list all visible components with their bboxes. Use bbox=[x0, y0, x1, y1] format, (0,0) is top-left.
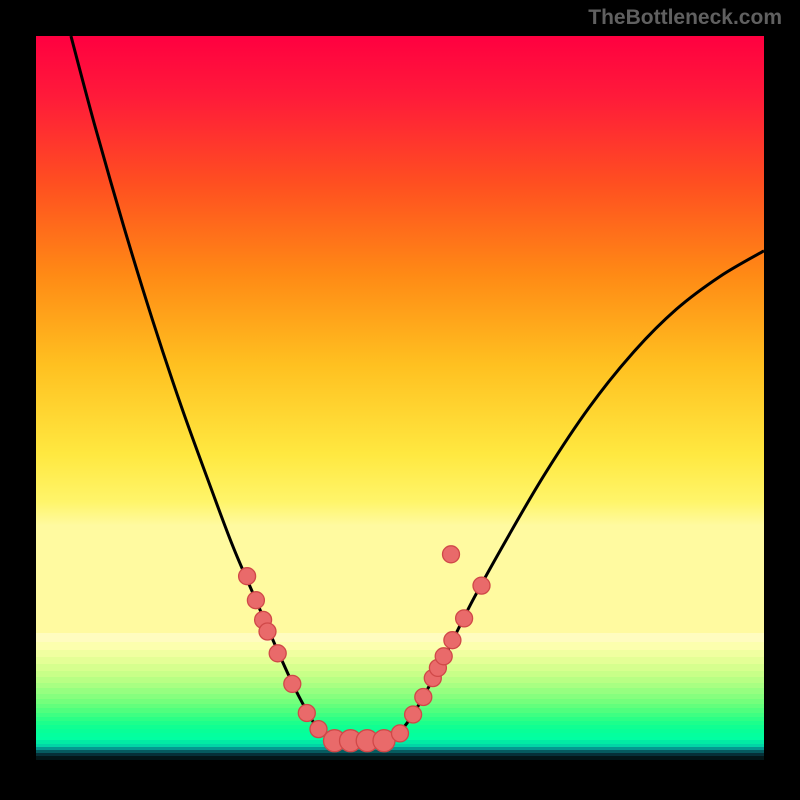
plot-area bbox=[36, 36, 764, 764]
data-marker bbox=[456, 610, 473, 627]
data-marker bbox=[247, 592, 264, 609]
data-marker bbox=[415, 689, 432, 706]
data-marker bbox=[298, 705, 315, 722]
data-marker bbox=[444, 632, 461, 649]
data-marker bbox=[284, 675, 301, 692]
data-marker bbox=[269, 645, 286, 662]
chart-overlay bbox=[36, 36, 764, 764]
data-marker bbox=[435, 648, 452, 665]
watermark-text: TheBottleneck.com bbox=[588, 6, 782, 30]
data-marker bbox=[473, 577, 490, 594]
data-marker bbox=[239, 568, 256, 585]
bottleneck-curve bbox=[71, 36, 764, 741]
data-marker bbox=[259, 623, 276, 640]
data-marker bbox=[405, 706, 422, 723]
markers-group bbox=[239, 546, 490, 752]
data-marker bbox=[443, 546, 460, 563]
data-marker bbox=[392, 725, 409, 742]
